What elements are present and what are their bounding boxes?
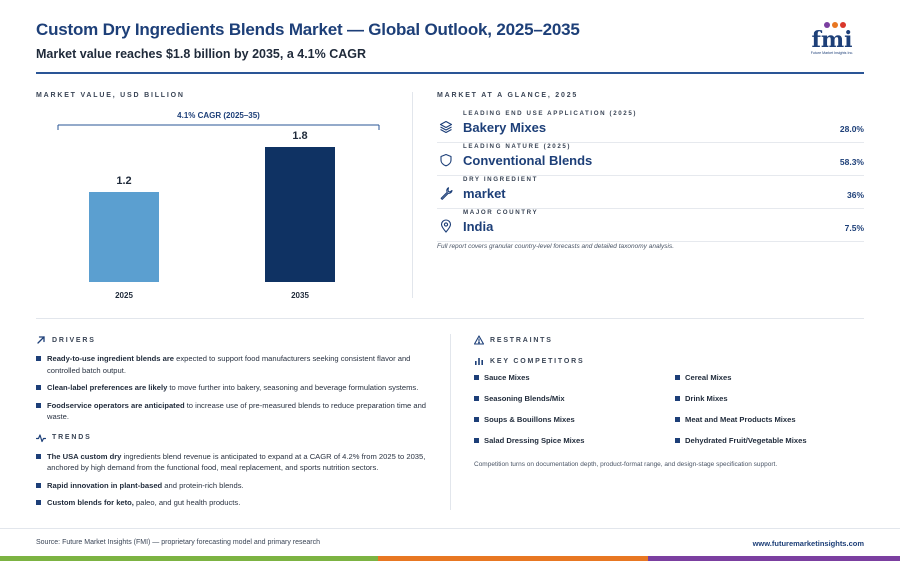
driver-item-bold: Ready-to-use ingredient blends are bbox=[47, 354, 175, 363]
footer-rule bbox=[0, 528, 900, 529]
drivers-label: DRIVERS bbox=[52, 336, 96, 344]
driver-item-text: to increase use of pre-measured blends t… bbox=[47, 400, 427, 422]
competitor-item: Soups & Bouillons Mixes bbox=[474, 415, 575, 424]
restraints-competitors-column: RESTRAINTS KEY COMPETITORS Sauce Mixes C… bbox=[474, 335, 864, 468]
driver-item: Clean-label preferences are likely to mo… bbox=[36, 382, 436, 394]
strip-segment-orange bbox=[378, 556, 648, 561]
trend-item-text: and protein-rich blends. bbox=[162, 480, 244, 490]
glance-value: market bbox=[463, 186, 506, 201]
website-link[interactable]: www.futuremarketinsights.com bbox=[752, 539, 864, 548]
trend-item-bold: Custom blends for keto, bbox=[47, 498, 134, 507]
trend-item-text: paleo, and gut health products. bbox=[133, 498, 241, 507]
competitors-note: Competition turns on documentation depth… bbox=[474, 461, 778, 468]
driver-item: Foodservice operators are anticipated to… bbox=[36, 400, 436, 423]
fmi-logo: fmi Future Market Insights Inc. bbox=[811, 22, 854, 55]
map-pin-icon bbox=[440, 219, 452, 233]
cagr-bracket: 4.1% CAGR (2025–35) bbox=[57, 111, 380, 130]
glance-share: 36% bbox=[846, 190, 864, 200]
glance-section-label: MARKET AT A GLANCE, 2025 bbox=[437, 92, 579, 99]
report-header: Custom Dry Ingredients Blends Market — G… bbox=[36, 20, 864, 76]
glance-category: LEADING END USE APPLICATION (2025) bbox=[463, 110, 638, 117]
glance-value: India bbox=[463, 219, 494, 234]
trends-list: The USA custom dry ingredients blend rev… bbox=[36, 451, 436, 509]
restraints-heading: RESTRAINTS bbox=[474, 335, 864, 345]
brand-color-strip bbox=[0, 556, 900, 561]
bar-2025 bbox=[89, 192, 159, 282]
competitor-item: Salad Dressing Spice Mixes bbox=[474, 436, 584, 445]
logo-tagline: Future Market Insights Inc. bbox=[811, 51, 854, 55]
glance-row-end-use: LEADING END USE APPLICATION (2025) Baker… bbox=[437, 110, 864, 143]
glance-category: MAJOR COUNTRY bbox=[463, 209, 539, 216]
bar-value-label: 1.8 bbox=[292, 130, 307, 142]
competitor-item: Dehydrated Fruit/Vegetable Mixes bbox=[675, 436, 807, 445]
driver-item-bold: Foodservice operators are anticipated bbox=[47, 400, 185, 410]
source-note: Source: Future Market Insights (FMI) — p… bbox=[36, 539, 320, 546]
section-rule bbox=[36, 318, 864, 319]
glance-value: Bakery Mixes bbox=[463, 120, 547, 135]
glance-row-nature: LEADING NATURE (2025) Conventional Blend… bbox=[437, 143, 864, 176]
pulse-icon bbox=[36, 433, 46, 442]
competitors-label: KEY COMPETITORS bbox=[490, 357, 585, 365]
drivers-heading: DRIVERS bbox=[36, 335, 436, 345]
driver-item-text: expected to support food manufacturers s… bbox=[47, 354, 411, 375]
cagr-annotation: 4.1% CAGR (2025–35) bbox=[177, 111, 260, 120]
glance-category: LEADING NATURE (2025) bbox=[463, 143, 572, 150]
panel-divider bbox=[412, 92, 413, 298]
trend-item-bold: The USA custom dry bbox=[47, 451, 122, 461]
trend-item: Custom blends for keto, paleo, and gut h… bbox=[36, 497, 436, 509]
competitor-item: Seasoning Blends/Mix bbox=[474, 394, 565, 403]
chart-section-label: MARKET VALUE, USD BILLION bbox=[36, 92, 185, 99]
glance-share: 7.5% bbox=[844, 223, 864, 233]
glance-share: 28.0% bbox=[839, 124, 864, 134]
page-title: Custom Dry Ingredients Blends Market — G… bbox=[36, 20, 580, 39]
glance-note: Full report covers granular country-leve… bbox=[437, 243, 675, 250]
wrench-icon bbox=[440, 187, 453, 200]
driver-item: Ready-to-use ingredient blends are expec… bbox=[36, 353, 436, 376]
bar-value-label: 1.2 bbox=[116, 175, 131, 187]
restraints-label: RESTRAINTS bbox=[490, 336, 553, 344]
competitor-item: Drink Mixes bbox=[675, 394, 728, 403]
trend-item: Rapid innovation in plant-based and prot… bbox=[36, 480, 436, 492]
trends-label: TRENDS bbox=[52, 434, 92, 441]
glance-row-dry-ingredient: DRY INGREDIENT market 36% bbox=[437, 176, 864, 209]
drivers-list: Ready-to-use ingredient blends are expec… bbox=[36, 353, 436, 423]
glance-category: DRY INGREDIENT bbox=[463, 176, 538, 183]
shield-icon bbox=[440, 153, 452, 167]
trend-item-text: ingredients blend revenue is anticipated… bbox=[47, 451, 426, 473]
market-at-a-glance-panel: MARKET AT A GLANCE, 2025 LEADING END USE… bbox=[437, 92, 864, 262]
layers-icon bbox=[439, 120, 453, 134]
competitor-item: Cereal Mixes bbox=[675, 373, 731, 382]
trend-item: The USA custom dry ingredients blend rev… bbox=[36, 451, 436, 474]
arrow-up-right-icon bbox=[37, 336, 45, 344]
market-value-chart: 4.1% CAGR (2025–35) 1.2 2025 1.8 2035 bbox=[57, 111, 380, 300]
glance-row-country: MAJOR COUNTRY India 7.5% bbox=[437, 209, 864, 242]
x-tick-label: 2035 bbox=[291, 291, 309, 300]
bar-2035 bbox=[265, 147, 335, 282]
drivers-trends-column: DRIVERS Ready-to-use ingredient blends a… bbox=[36, 335, 436, 515]
driver-item-text: to move further into bakery, seasoning a… bbox=[167, 383, 419, 392]
competitors-heading: KEY COMPETITORS bbox=[474, 356, 864, 366]
bar-chart-icon bbox=[475, 358, 483, 365]
glance-share: 58.3% bbox=[839, 157, 864, 167]
strip-segment-purple bbox=[648, 556, 900, 561]
competitor-item: Meat and Meat Products Mixes bbox=[675, 415, 796, 424]
glance-value: Conventional Blends bbox=[463, 153, 593, 168]
competitor-item: Sauce Mixes bbox=[474, 373, 530, 382]
driver-item-bold: Clean-label preferences are likely bbox=[47, 383, 168, 392]
trends-heading: TRENDS bbox=[36, 433, 436, 443]
header-rule bbox=[36, 72, 864, 74]
strip-segment-green bbox=[0, 556, 378, 561]
section-divider bbox=[450, 334, 451, 510]
x-tick-label: 2025 bbox=[115, 291, 133, 300]
logo-mark: fmi bbox=[811, 27, 852, 53]
trend-item-bold: Rapid innovation in plant-based bbox=[47, 480, 163, 490]
page-subtitle: Market value reaches $1.8 billion by 203… bbox=[36, 47, 367, 61]
market-value-chart-panel: MARKET VALUE, USD BILLION 4.1% CAGR (202… bbox=[36, 92, 401, 302]
warning-icon bbox=[474, 335, 484, 345]
